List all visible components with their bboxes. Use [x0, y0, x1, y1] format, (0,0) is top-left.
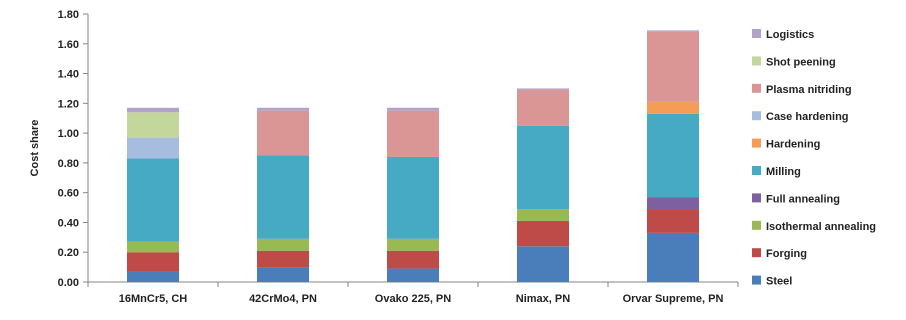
- bar-segment: [647, 30, 699, 32]
- bar-segment: [517, 220, 569, 247]
- y-tick-label: 0.60: [58, 188, 79, 200]
- bar-segment: [517, 209, 569, 221]
- bar-segment: [647, 31, 699, 102]
- bar-segment: [127, 112, 179, 138]
- legend-swatch: [752, 166, 761, 175]
- y-tick-label: 1.20: [58, 98, 79, 110]
- bar-segment: [387, 107, 439, 111]
- legend-label: Forging: [766, 248, 807, 260]
- bar-segment: [127, 252, 179, 272]
- legend: Logistics Shot peening Plasma nitriding Cas…: [752, 29, 876, 288]
- bar-segment: [127, 137, 179, 159]
- bar-segment: [387, 156, 439, 239]
- y-tick-label: 1.40: [58, 69, 79, 81]
- legend-label: Case hardening: [766, 111, 849, 123]
- legend-label: Hardening: [766, 139, 820, 151]
- legend-swatch: [752, 220, 761, 230]
- x-tick-label: Nimax, PN: [516, 293, 570, 305]
- legend-swatch: [752, 138, 761, 148]
- bar-segment: [647, 113, 699, 198]
- bar-segment: [517, 246, 569, 282]
- y-axis-title: Cost share: [29, 120, 41, 177]
- legend-label: Full annealing: [766, 193, 840, 205]
- x-tick-label: Orvar Supreme, PN: [623, 293, 724, 305]
- bar-segment: [127, 158, 179, 242]
- x-axis: 16MnCr5, CH 42CrMo4, PN Ovako 225, PN Nimax…: [87, 281, 739, 305]
- bar-segment: [647, 209, 699, 233]
- bar-segment: [387, 238, 439, 251]
- x-tick-label: 42CrMo4, PN: [249, 293, 317, 305]
- bar-segment: [517, 125, 569, 210]
- bar-segment: [517, 89, 569, 126]
- legend-swatch: [752, 275, 761, 285]
- bar-segment: [647, 101, 699, 114]
- bar-segment: [257, 110, 309, 156]
- x-tick-label: 16MnCr5, CH: [119, 293, 188, 305]
- bar-segment: [257, 238, 309, 251]
- bar-segment: [127, 271, 179, 282]
- x-tick-label: Ovako 225, PN: [375, 293, 451, 305]
- bar-segment: [127, 241, 179, 253]
- bar-segment: [387, 250, 439, 269]
- legend-label: Shot peening: [766, 56, 836, 68]
- y-tick-label: 1.00: [58, 128, 79, 140]
- legend-swatch: [752, 193, 761, 203]
- legend-swatch: [752, 248, 761, 258]
- bar-segment: [257, 250, 309, 268]
- legend-swatch: [752, 111, 761, 121]
- bars: [127, 30, 699, 282]
- legend-label: Milling: [766, 166, 801, 178]
- bar-segment: [387, 268, 439, 282]
- y-tick-label: 0.20: [58, 247, 79, 259]
- legend-label: Isothermal annealing: [766, 221, 876, 233]
- legend-label: Steel: [766, 276, 792, 288]
- legend-swatch: [752, 56, 761, 66]
- bar-segment: [517, 88, 569, 90]
- bar-segment: [257, 267, 309, 282]
- legend-swatch: [752, 29, 761, 38]
- bar-segment: [257, 107, 309, 111]
- y-tick-label: 1.60: [58, 39, 79, 51]
- legend-label: Logistics: [766, 29, 814, 41]
- bar-segment: [647, 232, 699, 282]
- legend-swatch: [752, 83, 761, 93]
- bar-segment: [647, 197, 699, 210]
- bar-segment: [257, 155, 309, 239]
- y-tick-label: 0.80: [58, 158, 79, 170]
- bar-segment: [387, 110, 439, 157]
- y-tick-label: 0.00: [58, 277, 79, 289]
- y-tick-label: 0.40: [58, 217, 79, 229]
- bar-segment: [127, 107, 179, 113]
- y-axis: 0.00 0.20 0.40 0.60 0.80 1.00 1.20 1.40 1.60 1.80: [58, 9, 89, 289]
- y-tick-label: 1.80: [58, 9, 79, 21]
- legend-label: Plasma nitriding: [766, 84, 852, 96]
